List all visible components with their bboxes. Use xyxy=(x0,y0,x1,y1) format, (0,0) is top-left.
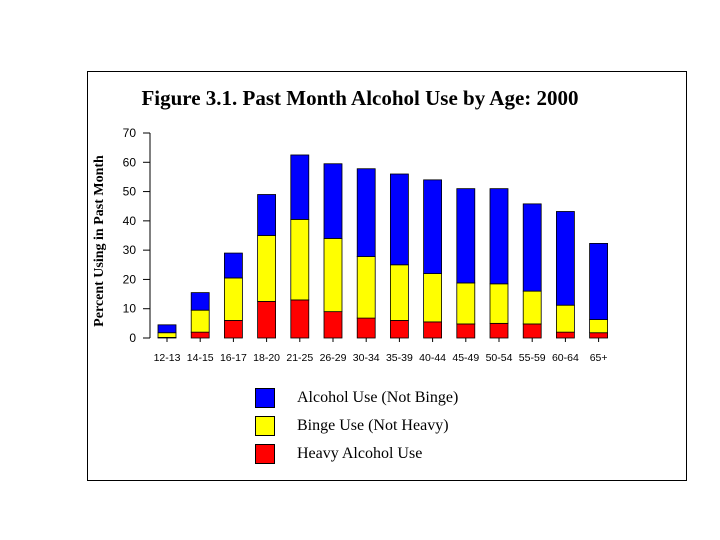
bar-35-39-series-0 xyxy=(389,320,409,339)
x-tick-label: 35-39 xyxy=(386,352,413,364)
x-tick-label: 65+ xyxy=(590,352,608,364)
bar-18-20-series-2 xyxy=(257,194,277,236)
bar-55-59-series-1 xyxy=(522,290,542,325)
y-tick-label: 70 xyxy=(123,126,137,140)
bar-30-34-series-2 xyxy=(356,168,376,257)
bar-14-15-series-1 xyxy=(190,309,210,333)
bar-45-49-series-2 xyxy=(456,188,476,284)
bar-50-54-series-0 xyxy=(489,322,509,339)
bar-35-39-series-2 xyxy=(389,173,409,266)
bar-30-34-series-1 xyxy=(356,256,376,319)
bar-60-64-series-1 xyxy=(556,304,575,333)
bar-50-54-series-2 xyxy=(489,188,509,285)
y-tick-label: 20 xyxy=(123,272,137,286)
x-tick-label: 40-44 xyxy=(419,352,446,364)
bar-60-64-series-2 xyxy=(556,211,575,306)
y-tick-label: 60 xyxy=(123,155,137,169)
bar-12-13-series-2 xyxy=(157,324,177,334)
x-tick-label: 16-17 xyxy=(220,352,247,364)
x-tick-label: 55-59 xyxy=(519,352,546,364)
bar-16-17-series-1 xyxy=(223,277,243,321)
x-tick-label: 30-34 xyxy=(353,352,380,364)
legend-label: Heavy Alcohol Use xyxy=(297,445,423,462)
x-tick-label: 21-25 xyxy=(286,352,313,364)
y-tick-label: 50 xyxy=(123,185,137,199)
x-tick-label: 12-13 xyxy=(154,352,181,364)
x-tick-label: 26-29 xyxy=(320,352,347,364)
bar-45-49-series-1 xyxy=(456,282,476,325)
bar-30-34-series-0 xyxy=(356,317,376,339)
bar-18-20-series-1 xyxy=(257,235,277,302)
bar-40-44-series-2 xyxy=(423,179,443,274)
x-tick-label: 18-20 xyxy=(253,352,280,364)
chart-title: Figure 3.1. Past Month Alcohol Use by Ag… xyxy=(141,86,579,110)
legend-swatch xyxy=(255,444,275,464)
bar-55-59-series-0 xyxy=(522,323,542,339)
y-tick-label: 30 xyxy=(123,243,137,257)
legend-label: Binge Use (Not Heavy) xyxy=(297,417,449,434)
legend-swatch xyxy=(255,388,275,408)
legend-item: Alcohol Use (Not Binge) xyxy=(255,384,458,412)
bar-65+-series-2 xyxy=(589,243,608,320)
y-tick-label: 10 xyxy=(123,302,137,316)
bar-26-29-series-0 xyxy=(323,311,343,339)
bar-21-25-series-1 xyxy=(290,218,310,301)
legend-label: Alcohol Use (Not Binge) xyxy=(297,389,459,406)
x-tick-label: 45-49 xyxy=(452,352,479,364)
legend-swatch xyxy=(255,416,275,436)
bar-14-15-series-2 xyxy=(190,292,210,311)
bar-65+-series-0 xyxy=(589,332,608,339)
bar-21-25-series-2 xyxy=(290,154,310,220)
x-tick-label: 14-15 xyxy=(187,352,214,364)
x-tick-label: 50-54 xyxy=(486,352,513,364)
legend-item: Binge Use (Not Heavy) xyxy=(255,412,458,440)
y-tick-label: 0 xyxy=(129,331,136,345)
bar-45-49-series-0 xyxy=(456,323,476,339)
bar-26-29-series-1 xyxy=(323,238,343,313)
bar-40-44-series-0 xyxy=(423,321,443,339)
bar-50-54-series-1 xyxy=(489,283,509,324)
bar-40-44-series-1 xyxy=(423,273,443,323)
bar-55-59-series-2 xyxy=(522,203,542,292)
x-tick-label: 60-64 xyxy=(552,352,579,364)
bar-16-17-series-0 xyxy=(223,320,243,339)
y-tick-label: 40 xyxy=(123,214,137,228)
bar-21-25-series-0 xyxy=(290,299,310,339)
bar-14-15-series-0 xyxy=(190,331,210,339)
chart-frame xyxy=(87,71,687,481)
bar-12-13-series-1 xyxy=(157,332,177,338)
chart-legend: Alcohol Use (Not Binge) Binge Use (Not He… xyxy=(255,384,458,468)
legend-item: Heavy Alcohol Use xyxy=(255,440,458,468)
bar-65+-series-1 xyxy=(589,319,608,334)
bar-26-29-series-2 xyxy=(323,163,343,239)
bar-16-17-series-2 xyxy=(223,252,243,279)
bar-60-64-series-0 xyxy=(556,331,575,339)
bar-35-39-series-1 xyxy=(389,264,409,321)
bar-18-20-series-0 xyxy=(257,300,277,339)
